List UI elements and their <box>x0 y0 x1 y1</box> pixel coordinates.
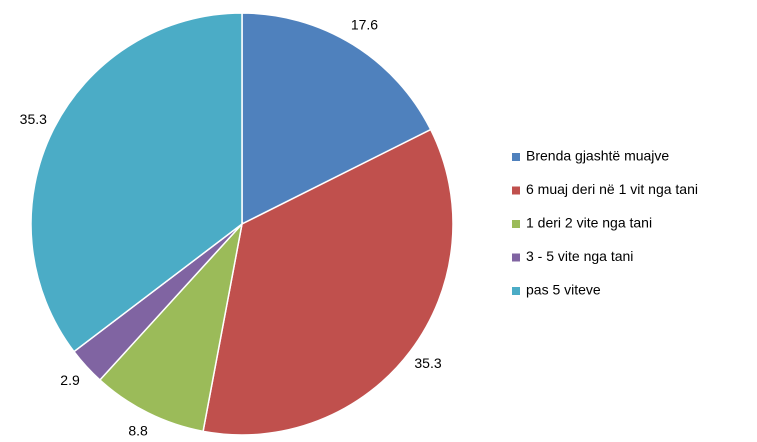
legend-swatch <box>512 287 520 295</box>
data-label: 8.8 <box>128 423 148 439</box>
pie-slice <box>98 221 244 433</box>
pie-slice <box>30 12 243 353</box>
data-label: 17.6 <box>351 16 378 32</box>
legend-label: pas 5 viteve <box>526 282 601 298</box>
data-label: 35.3 <box>414 355 441 371</box>
pie-slice <box>241 12 432 226</box>
legend-label: 3 - 5 vite nga tani <box>526 248 633 264</box>
legend-swatch <box>512 253 520 262</box>
legend-swatch <box>512 186 520 195</box>
pie-slice <box>202 128 454 436</box>
legend-label: 6 muaj deri në 1 vit nga tani <box>526 181 698 197</box>
legend-label: 1 deri 2 vite nga tani <box>526 215 652 231</box>
data-label: 2.9 <box>60 372 80 388</box>
legend-label: Brenda gjashtë muajve <box>526 148 669 164</box>
data-label: 35.3 <box>20 111 47 127</box>
legend-swatch <box>512 220 520 228</box>
legend-swatch <box>512 153 520 161</box>
